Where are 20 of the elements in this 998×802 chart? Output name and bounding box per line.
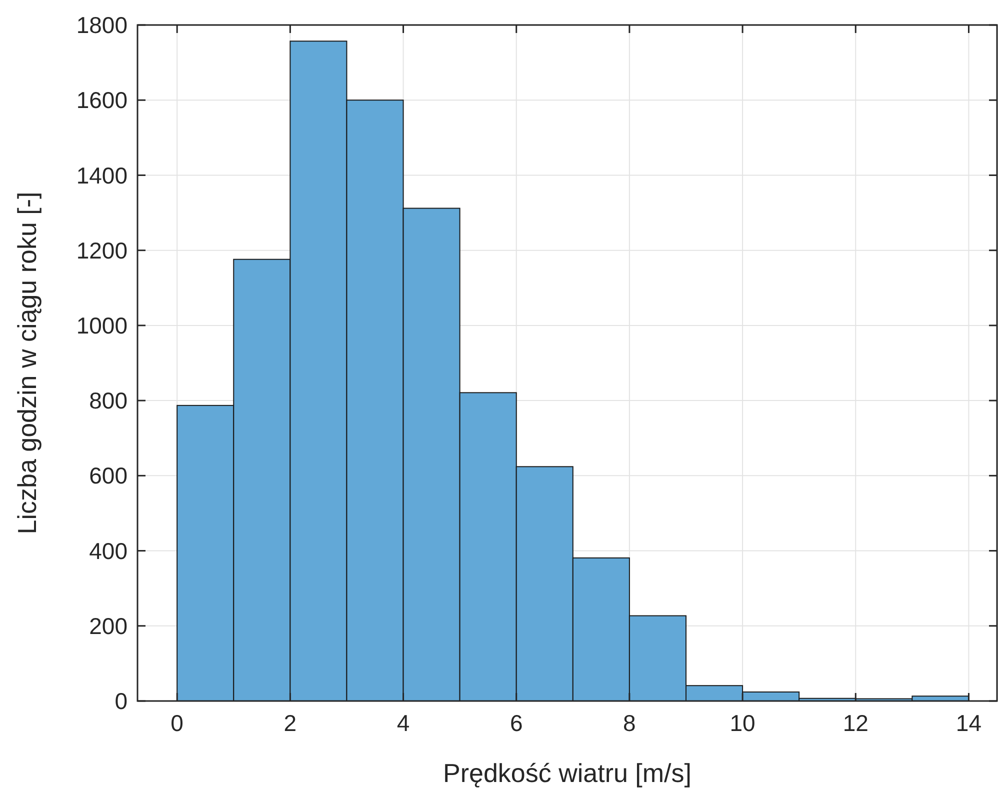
y-tick-label: 1200 (76, 237, 128, 264)
x-tick-label: 10 (730, 710, 756, 736)
y-tick-label: 800 (89, 388, 128, 414)
y-tick-label: 1600 (76, 87, 128, 114)
x-tick-label: 0 (170, 710, 184, 736)
y-axis-title: Liczba godzin w ciągu roku [-] (12, 192, 42, 534)
y-tick-label: 400 (89, 538, 128, 564)
x-tick-label: 12 (842, 710, 868, 736)
x-tick-label: 4 (396, 710, 410, 736)
x-tick-label: 6 (510, 710, 523, 736)
y-tick-label: 200 (89, 612, 128, 639)
y-tick-label: 0 (114, 688, 128, 714)
y-tick-label: 1000 (76, 312, 128, 338)
y-tick-label: 1400 (76, 162, 128, 188)
x-tick-label: 8 (623, 710, 636, 736)
x-tick-label: 2 (284, 710, 297, 736)
x-axis-title: Prędkość wiatru [m/s] (442, 758, 692, 788)
y-tick-label: 600 (89, 462, 128, 489)
x-tick-label: 14 (956, 710, 982, 736)
y-tick-label: 1800 (76, 12, 128, 38)
